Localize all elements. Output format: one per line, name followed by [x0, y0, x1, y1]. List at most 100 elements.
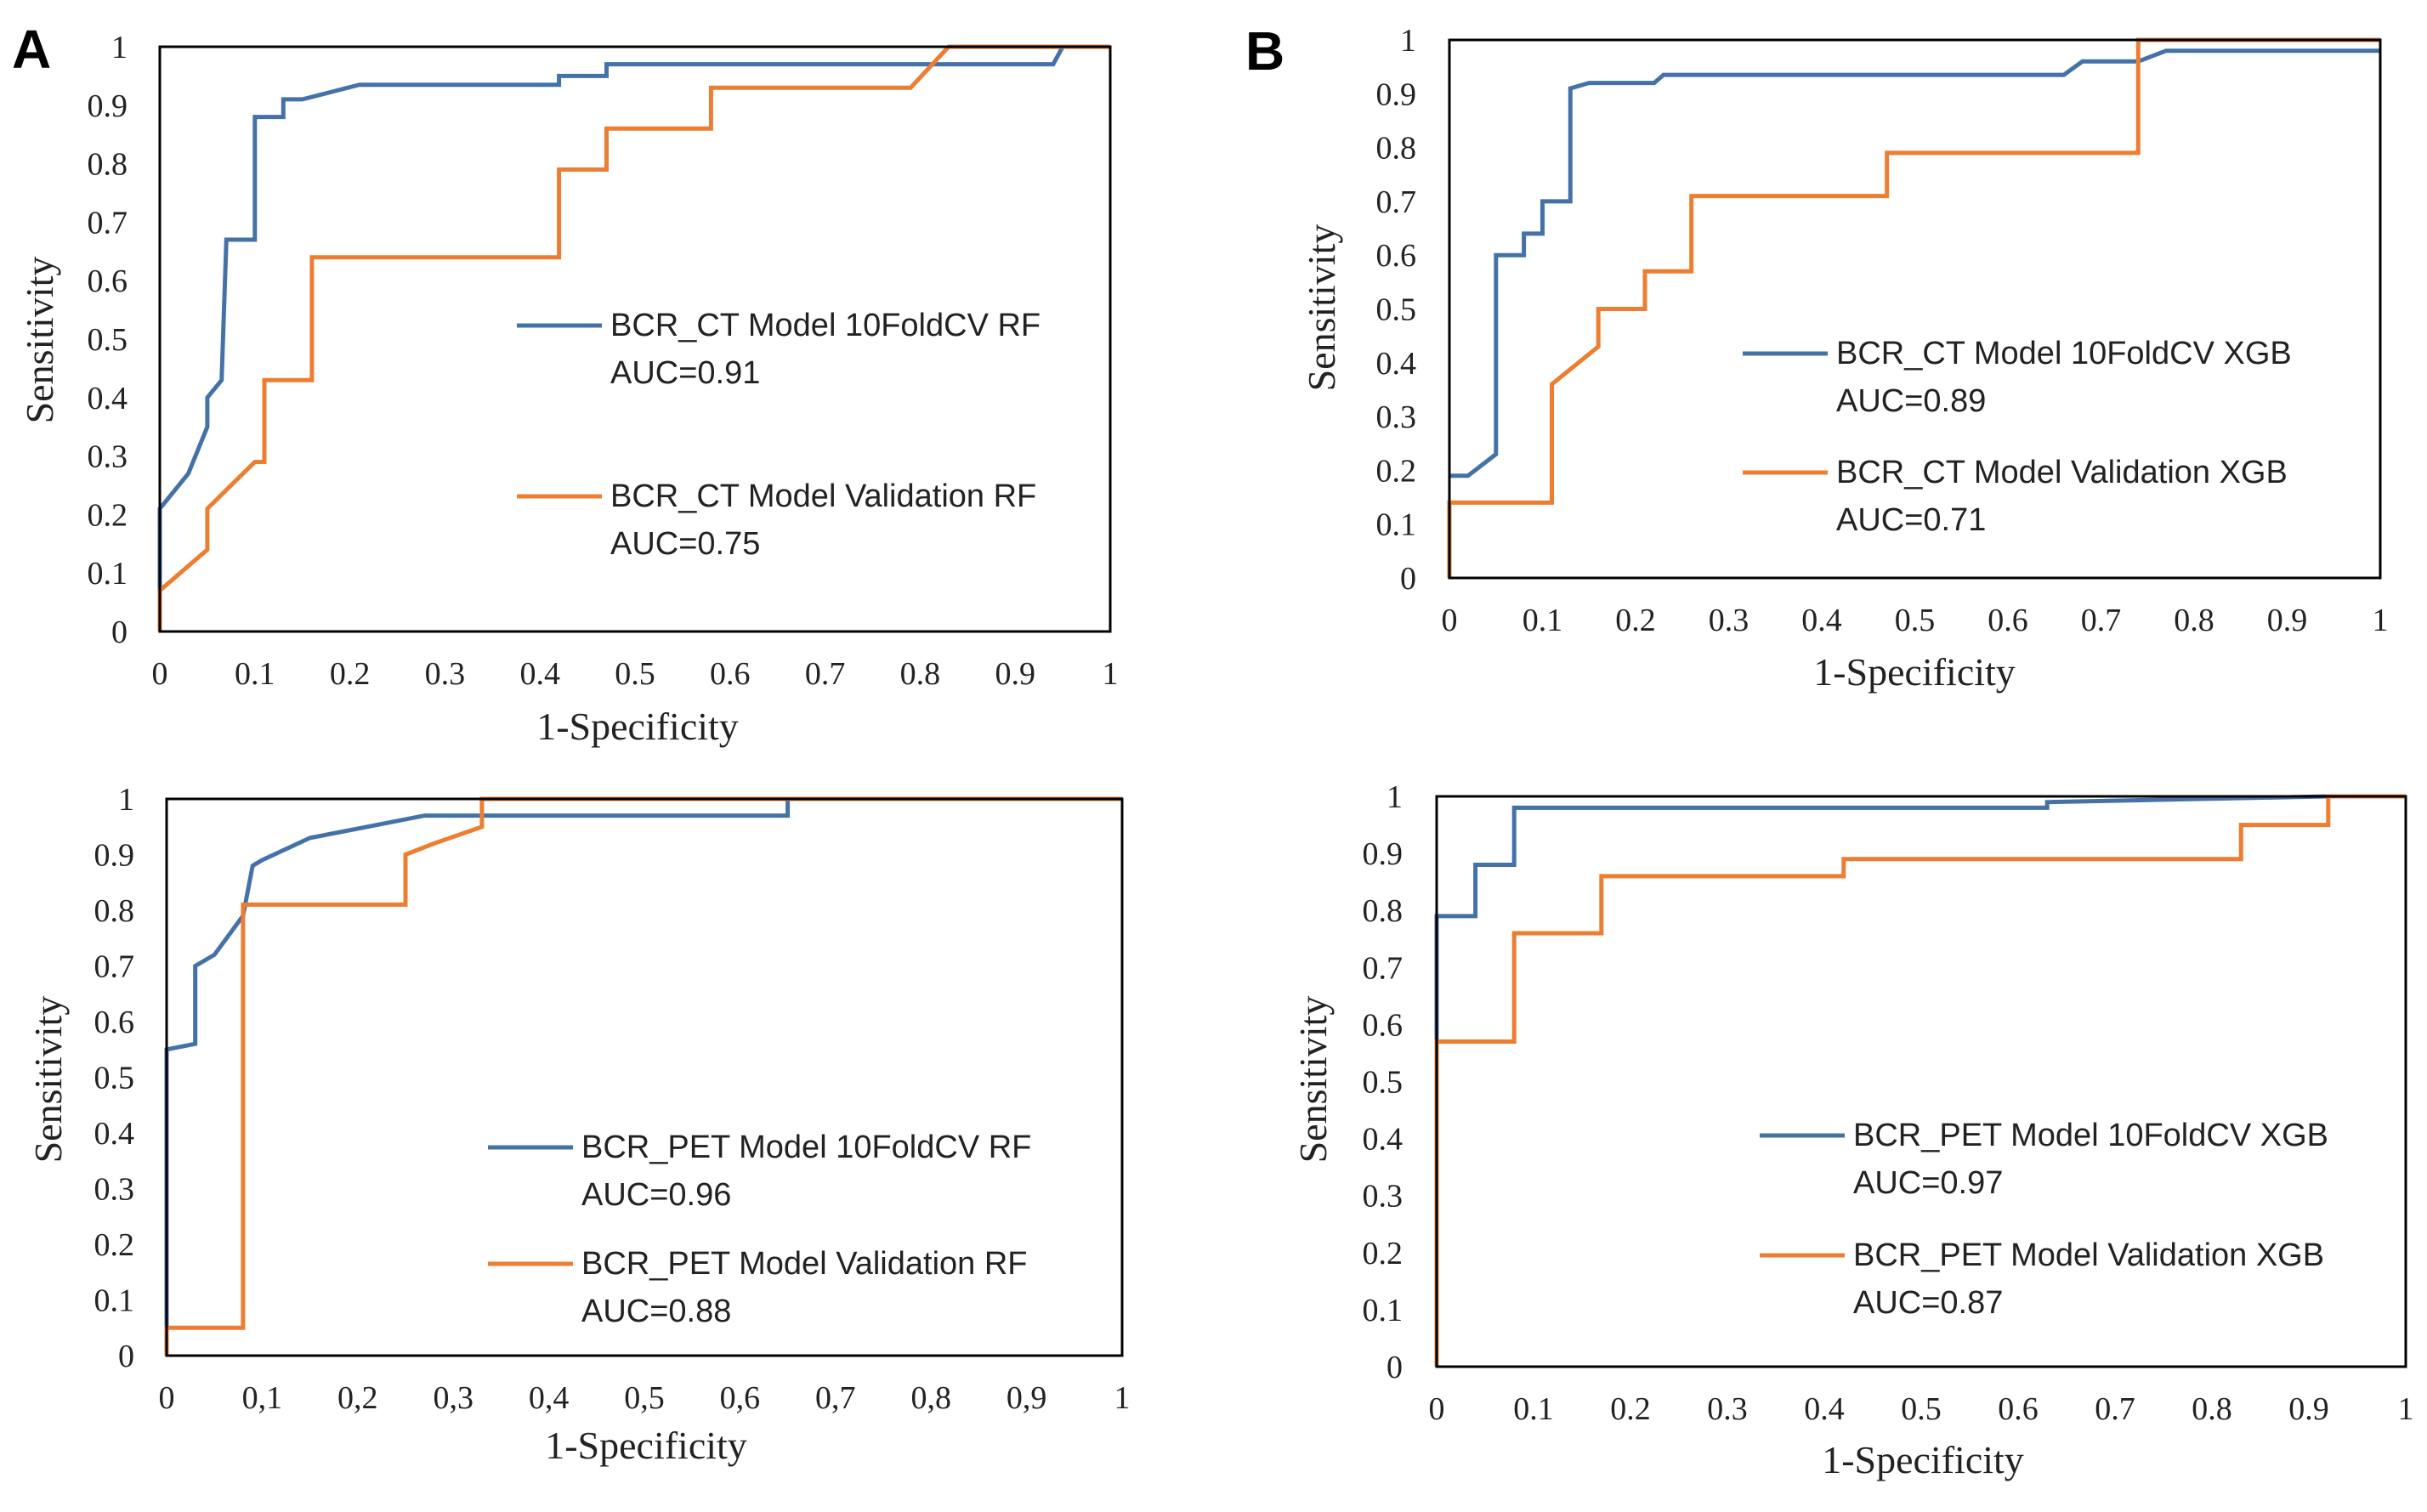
- y-tick-label: 0.2: [1363, 1236, 1403, 1271]
- y-tick-label: 0.9: [88, 88, 128, 124]
- x-tick-label: 0: [152, 656, 168, 692]
- roc-curve-validation: [157, 44, 1110, 631]
- y-tick-label: 0.4: [1376, 346, 1417, 382]
- plot-frame: [1435, 795, 2407, 1368]
- legend-auc: AUC=0.75: [610, 526, 760, 562]
- legend-entry-validation: BCR_PET Model Validation XGB AUC=0.87: [1760, 1237, 2324, 1321]
- x-tick-label: 0: [159, 1380, 175, 1416]
- x-tick-label: 1: [1103, 656, 1119, 692]
- y-tick-label: 0.7: [94, 949, 135, 985]
- y-tick-label: 0.2: [1376, 453, 1417, 489]
- x-tick-label: 0.3: [425, 656, 466, 692]
- y-tick-label: 0: [1386, 1350, 1403, 1385]
- legend-series-name: BCR_PET Model 10FoldCV XGB: [1853, 1118, 2328, 1153]
- x-tick-label: 0.9: [2288, 1391, 2329, 1427]
- y-tick-label: 0: [111, 614, 128, 650]
- x-tick-label: 0.7: [805, 656, 846, 692]
- panel-label-a: A: [12, 19, 51, 80]
- legend-series-name: BCR_PET Model Validation RF: [581, 1246, 1028, 1282]
- legend-series-name: BCR_PET Model Validation XGB: [1853, 1237, 2324, 1273]
- x-axis-title: 1-Specificity: [1813, 650, 2016, 694]
- x-tick-label: 0: [1442, 603, 1458, 638]
- y-tick-label: 0.3: [1376, 399, 1417, 435]
- legend-series-name: BCR_CT Model Validation RF: [610, 479, 1036, 514]
- x-tick-label: 1: [2398, 1391, 2414, 1427]
- y-tick-label: 0.5: [94, 1061, 135, 1096]
- x-tick-label: 0.6: [1988, 603, 2028, 638]
- x-tick-label: 0,9: [1007, 1380, 1047, 1416]
- x-tick-label: 0,1: [242, 1380, 283, 1416]
- legend-auc: AUC=0.71: [1836, 502, 1986, 538]
- y-tick-label: 0.5: [1376, 292, 1417, 328]
- x-tick-label: 0.6: [710, 656, 751, 692]
- x-tick-label: 0.7: [2095, 1391, 2135, 1427]
- x-tick-label: 0,5: [624, 1380, 665, 1416]
- legend-entry-cv: BCR_PET Model 10FoldCV XGB AUC=0.97: [1760, 1118, 2328, 1201]
- x-tick-label: 0: [1429, 1391, 1445, 1427]
- y-tick-label: 0.4: [1363, 1122, 1403, 1158]
- y-tick-label: 0.9: [1363, 836, 1403, 872]
- x-tick-label: 0.5: [1901, 1391, 1942, 1427]
- y-tick-label: 0.8: [94, 893, 135, 929]
- x-tick-label: 0.8: [900, 656, 941, 692]
- legend-entry-cv: BCR_CT Model 10FoldCV RF AUC=0.91: [517, 308, 1041, 391]
- y-tick-label: 0: [1400, 561, 1416, 597]
- legend-entry-cv: BCR_PET Model 10FoldCV RF AUC=0.96: [488, 1130, 1031, 1213]
- panel-label-b: B: [1245, 20, 1284, 82]
- x-tick-label: 0.5: [1895, 603, 1936, 638]
- legend-series-name: BCR_PET Model 10FoldCV RF: [581, 1130, 1031, 1165]
- x-tick-label: 0.2: [1615, 603, 1656, 638]
- y-tick-label: 0.4: [94, 1116, 135, 1152]
- x-tick-label: 0.4: [1804, 1391, 1845, 1427]
- roc-curve-cv: [1449, 48, 2380, 479]
- x-tick-label: 0.8: [2192, 1391, 2232, 1427]
- y-tick-label: 0.1: [88, 556, 128, 592]
- y-tick-label: 0: [118, 1339, 134, 1374]
- x-tick-label: 0,4: [529, 1380, 570, 1416]
- legend-series-name: BCR_CT Model 10FoldCV RF: [610, 308, 1041, 343]
- y-tick-label: 0.6: [1376, 238, 1417, 274]
- x-tick-label: 0.1: [1523, 603, 1563, 638]
- legend-auc: AUC=0.96: [581, 1177, 731, 1213]
- legend-entry-validation: BCR_CT Model Validation XGB AUC=0.71: [1743, 455, 2288, 538]
- y-tick-label: 0.7: [88, 205, 128, 241]
- x-tick-label: 1: [1114, 1380, 1131, 1416]
- y-tick-label: 0.7: [1363, 950, 1403, 986]
- y-axis-title: Sensitivity: [26, 996, 70, 1164]
- y-tick-label: 0.9: [94, 838, 135, 874]
- x-tick-label: 0.9: [2267, 603, 2308, 638]
- x-tick-label: 0.9: [995, 656, 1035, 692]
- x-tick-label: 0,2: [337, 1380, 378, 1416]
- legend-series-name: BCR_CT Model 10FoldCV XGB: [1836, 336, 2292, 371]
- x-tick-label: 0.2: [1610, 1391, 1651, 1427]
- y-tick-label: 0.1: [1363, 1293, 1403, 1328]
- legend-auc: AUC=0.91: [610, 355, 760, 391]
- x-axis-title: 1-Specificity: [536, 705, 739, 748]
- roc-plots: 0 0.1 0.2 0.3 0.4 0.5 0.6 0.7 0.8 0.9 1 0 0.1 0.2 0.3 0…: [18, 23, 2414, 1481]
- x-tick-label: 0,8: [910, 1380, 951, 1416]
- y-tick-label: 0.5: [1363, 1065, 1403, 1101]
- roc-curve-cv: [164, 796, 1122, 1356]
- x-axis-title: 1-Specificity: [545, 1424, 747, 1467]
- roc-curve-cv: [1434, 794, 2406, 1367]
- legend-entry-cv: BCR_CT Model 10FoldCV XGB AUC=0.89: [1743, 336, 2292, 419]
- roc-chart-2: 0 0.1 0.2 0.3 0.4 0.5 0.6 0.7 0.8 0.9 1 0 0.1 0.2 0.3 0…: [1300, 23, 2389, 694]
- legend-entry-validation: BCR_PET Model Validation RF AUC=0.88: [488, 1246, 1028, 1329]
- y-tick-label: 0.2: [94, 1227, 135, 1263]
- y-tick-label: 0.7: [1376, 184, 1417, 220]
- y-tick-label: 0.5: [88, 322, 128, 358]
- legend-auc: AUC=0.88: [581, 1294, 731, 1329]
- y-tick-label: 0.8: [1363, 893, 1403, 929]
- x-tick-label: 1: [2373, 603, 2389, 638]
- roc-chart-3: 0 0,1 0,2 0,3 0,4 0,5 0,6 0,7 0,8 0,9 1 0 0.1 0.2 0.3 0…: [26, 782, 1131, 1467]
- y-tick-label: 0.8: [88, 147, 128, 183]
- y-axis-title: Sensitivity: [18, 257, 61, 424]
- y-tick-label: 1: [118, 782, 134, 818]
- x-axis-title: 1-Specificity: [1822, 1438, 2024, 1481]
- plot-frame: [1448, 38, 2382, 580]
- x-tick-label: 0.8: [2174, 603, 2214, 638]
- roc-curve-validation: [1434, 794, 2406, 1367]
- x-tick-label: 0.2: [330, 656, 371, 692]
- y-axis-title: Sensitivity: [1291, 996, 1335, 1164]
- legend-auc: AUC=0.87: [1853, 1285, 2003, 1321]
